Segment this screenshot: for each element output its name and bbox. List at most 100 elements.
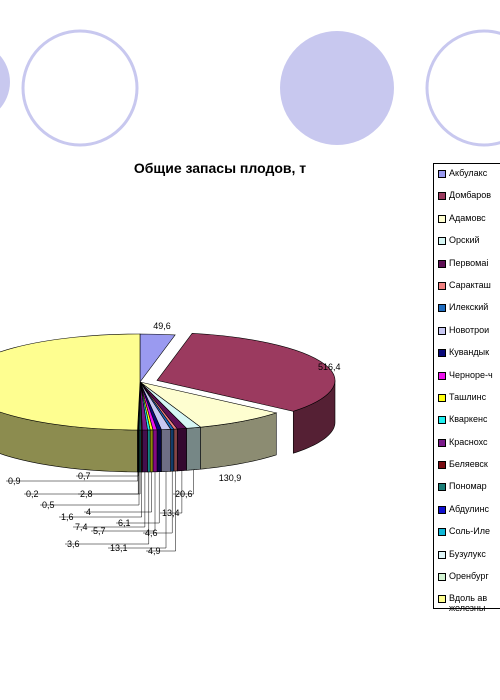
label-leader-line: [91, 471, 156, 532]
pie-slice-side: [156, 429, 162, 473]
pie-slice-side: [138, 429, 142, 473]
legend-label: Орский: [449, 235, 480, 246]
legend-label: Адамовс: [449, 212, 486, 223]
legend-swatch: [438, 483, 446, 492]
data-label: 49,6: [153, 321, 171, 331]
legend-item: Кваркенс: [438, 414, 500, 436]
label-leader-line: [84, 471, 152, 513]
legend-item: Адамовс: [438, 213, 500, 235]
slide-decoration: [0, 29, 500, 147]
label-leader-line: [6, 472, 139, 482]
legend-swatch: [438, 371, 446, 380]
label-leader-line: [173, 469, 194, 495]
pie-slice-side: [186, 426, 201, 471]
label-leader-line: [40, 472, 140, 506]
legend-label: Саракташ: [449, 279, 491, 290]
legend-item: Акбулакс: [438, 168, 500, 190]
legend-item: Краснохс: [438, 437, 500, 459]
legend-swatch: [438, 304, 446, 313]
pie-slice: [156, 333, 336, 412]
chart-legend: Акбулакс Домбаров Адамовс Орский Первомаі Сар…: [433, 163, 500, 613]
legend-item: Пономар: [438, 481, 500, 503]
legend-swatch: [438, 461, 446, 470]
label-leader-line: [73, 472, 146, 528]
legend-swatch: [438, 192, 446, 201]
label-leader-line: [65, 471, 150, 545]
decor-circle-left-partial: [0, 55, 10, 109]
legend-swatch: [438, 505, 446, 514]
pie-slice-side: [147, 429, 151, 473]
pie-slice-side: [149, 429, 154, 473]
chart-title: Общие запасы плодов, т: [133, 160, 307, 176]
label-leader-line: [160, 470, 183, 514]
pie-sides: [0, 380, 336, 473]
decor-circle-filled: [280, 31, 394, 145]
legend-item: Вдоль ав железны: [438, 593, 500, 613]
legend-label: Кувандык: [449, 347, 490, 358]
legend-item: Соль-Иле: [438, 526, 500, 548]
legend-swatch: [438, 528, 446, 537]
legend-label: Бузулукс: [449, 548, 486, 559]
legend-item: Илекский: [438, 302, 500, 324]
legend-label: Вдоль ав железны: [449, 593, 488, 614]
pie-slice-side: [141, 429, 148, 473]
label-leader-line: [116, 471, 160, 524]
legend-swatch: [438, 326, 446, 335]
legend-label: Пономар: [449, 481, 487, 492]
legend-swatch: [438, 438, 446, 447]
data-labels: 49,6516,4130,920,613,44,94,613,16,15,743…: [6, 321, 341, 556]
legend-item: Бузулукс: [438, 549, 500, 571]
legend-label: Краснохс: [449, 436, 488, 447]
legend-label: Кваркенс: [449, 414, 488, 425]
label-leader-line: [143, 471, 173, 534]
pie-tops: [0, 333, 336, 431]
legend-label: Беляевск: [449, 459, 488, 470]
label-leader-line: [76, 472, 139, 477]
label-leader-line: [146, 471, 176, 552]
legend-label: Ташлинс: [449, 391, 487, 402]
data-label: 130,9: [219, 473, 242, 483]
legend-label: Акбулакс: [449, 168, 488, 178]
pie-slice-side: [176, 428, 187, 472]
pie-slice: [139, 381, 278, 428]
legend-item: Новотрои: [438, 325, 500, 347]
legend-item: Саракташ: [438, 280, 500, 302]
legend-swatch: [438, 281, 446, 290]
legend-item: Домбаров: [438, 190, 500, 212]
legend-swatch: [438, 349, 446, 358]
data-label: 516,4: [318, 362, 341, 372]
legend-swatch: [438, 573, 446, 582]
legend-label: Домбаров: [449, 190, 492, 201]
legend-swatch: [438, 595, 446, 604]
legend-item: Орский: [438, 235, 500, 257]
legend-label: Абдулинс: [449, 503, 490, 514]
legend-swatch: [438, 170, 446, 178]
legend-item: Абдулинс: [438, 504, 500, 526]
legend-item: Первомаі: [438, 258, 500, 280]
legend-label: Соль-Иле: [449, 526, 490, 537]
label-leader-line: [108, 471, 167, 549]
legend-item: Беляевск: [438, 459, 500, 481]
legend-swatch: [438, 550, 446, 559]
legend-swatch: [438, 393, 446, 402]
legend-label: Новотрои: [449, 324, 490, 335]
pie-slice-side: [152, 429, 158, 473]
legend-label: Первомаі: [449, 257, 489, 268]
pie-slice-side: [170, 428, 175, 472]
legend-swatch: [438, 214, 446, 223]
legend-item: Ташлинс: [438, 392, 500, 414]
label-leader-line: [24, 472, 139, 495]
label-leader-line: [59, 472, 142, 518]
legend-label: Илекский: [449, 302, 489, 313]
legend-swatch: [438, 259, 446, 268]
decor-circle-outline-1: [21, 29, 139, 147]
decor-circle-outline-2: [425, 29, 500, 147]
legend-swatch: [438, 237, 446, 246]
pie-slice-side: [173, 428, 178, 472]
legend-item: Кувандык: [438, 347, 500, 369]
legend-item: Оренбург: [438, 571, 500, 593]
legend-label: Оренбург: [449, 571, 489, 582]
legend-swatch: [438, 416, 446, 425]
legend-label: Черноре-ч: [449, 369, 493, 380]
